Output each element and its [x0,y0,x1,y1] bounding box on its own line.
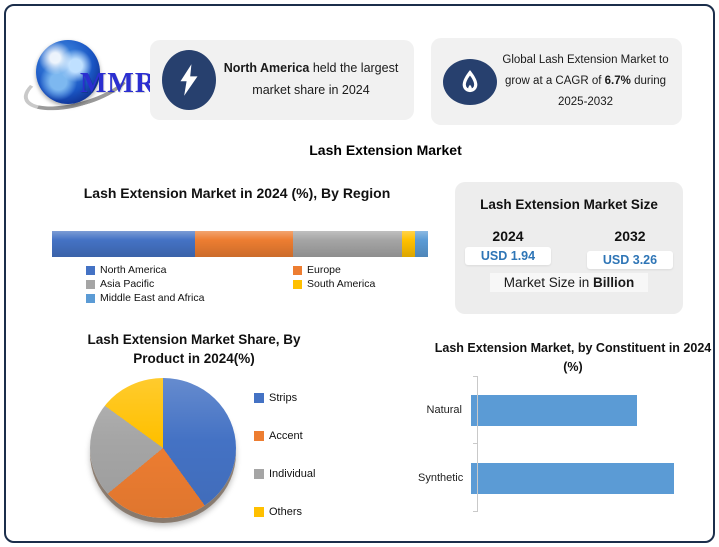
legend-swatch [293,279,302,289]
flame-icon-glyph [462,69,478,92]
product-legend: Strips Accent Individual Others [254,392,315,541]
market-size-col-2024: 2024 USD 1.94 [465,228,551,269]
legend-swatch [254,431,264,441]
callout-market-share-bold: North America [223,61,310,76]
constituent-bar-track [471,462,692,494]
callout-cagr: Global Lash Extension Market to grow at … [431,38,682,125]
constituent-chart-title: Lash Extension Market, by Constituent in… [434,341,712,374]
constituent-row-synthetic: Synthetic [418,444,692,512]
axis-tick [473,443,478,444]
legend-label: Europe [307,264,341,276]
globe-icon [36,40,100,104]
axis-tick [473,511,478,512]
region-chart-title: Lash Extension Market in 2024 (%), By Re… [83,185,391,201]
constituent-label-synthetic: Synthetic [418,472,464,484]
region-legend-item-europe: Europe [293,264,426,276]
constituent-y-axis [473,376,478,512]
region-stacked-bar [52,231,428,257]
legend-swatch [254,507,264,517]
legend-label: North America [100,264,167,276]
product-chart-title: Lash Extension Market Share, By Product … [87,332,301,366]
legend-swatch [86,265,95,275]
legend-label: Asia Pacific [100,278,155,290]
legend-swatch [293,265,302,275]
constituent-bar-synthetic [471,462,674,494]
market-size-footer: Market Size in Billion [489,273,649,292]
lightning-icon-glyph [180,64,198,96]
market-size-col-2032: 2032 USD 3.26 [587,228,673,269]
callout-cagr-part1: Global Lash Extension Market to grow at … [502,54,669,88]
region-segment-north-america [52,231,195,257]
region-segment-asia-pacific [292,231,402,257]
region-legend: North America Europe Asia Pacific South Ame… [86,264,426,304]
region-legend-item-asia-pacific: Asia Pacific [86,278,293,290]
region-legend-item-north-america: North America [86,264,293,276]
constituent-label-natural: Natural [426,404,462,416]
product-legend-item-accent: Accent [254,430,315,442]
constituent-row-natural: Natural [418,376,692,444]
value-2024-pill: USD 1.94 [465,247,551,265]
product-legend-item-others: Others [254,506,315,518]
lightning-icon [162,50,216,110]
market-size-columns: 2024 USD 1.94 2032 USD 3.26 [455,228,683,269]
logo-text: MMR [80,68,157,99]
value-2032-pill: USD 3.26 [587,251,673,269]
region-segment-europe [194,231,293,257]
constituent-bar-track [471,394,692,426]
legend-label: Others [269,506,303,518]
footer-prefix: Market Size in [503,275,594,290]
callout-cagr-part2: during 2025-2032 [558,75,667,108]
legend-swatch [86,279,95,289]
flame-icon [443,58,497,105]
legend-label: Middle East and Africa [100,292,205,304]
legend-swatch [86,293,95,303]
callout-cagr-bold: 6.7% [604,75,631,88]
legend-label: Individual [269,468,316,480]
region-legend-item-south-america: South America [293,278,426,290]
callout-market-share-rest: held the largest market share in 2024 [252,61,399,97]
pie-gloss [90,378,236,518]
callout-market-share-text: North America held the largest market sh… [216,58,406,102]
legend-swatch [254,469,264,479]
year-2032-label: 2032 [614,228,646,244]
mmr-logo: MMR [18,36,158,121]
legend-label: South America [307,278,376,290]
page-title: Lash Extension Market [309,142,462,158]
market-size-title: Lash Extension Market Size [480,197,658,212]
constituent-bar-natural [471,394,637,426]
market-size-box: Lash Extension Market Size 2024 USD 1.94… [455,182,683,314]
product-pie [90,378,236,518]
region-segment-middle-east-and-africa [414,231,428,257]
callout-cagr-text: Global Lash Extension Market to grow at … [497,50,674,112]
region-segment-south-america [401,231,415,257]
product-legend-item-individual: Individual [254,468,315,480]
constituent-rows: Natural Synthetic [418,376,692,512]
product-legend-item-strips: Strips [254,392,315,404]
legend-label: Accent [269,430,303,442]
axis-tick [473,376,478,377]
legend-swatch [254,393,264,403]
region-legend-item-middle-east-and-africa: Middle East and Africa [86,292,293,304]
callout-market-share: North America held the largest market sh… [150,40,414,120]
footer-bold: Billion [593,275,635,290]
year-2024-label: 2024 [492,228,524,244]
legend-label: Strips [269,392,298,404]
infographic-frame: MMR North America held the largest marke… [4,4,715,543]
constituent-chart: Natural Synthetic [418,376,692,512]
